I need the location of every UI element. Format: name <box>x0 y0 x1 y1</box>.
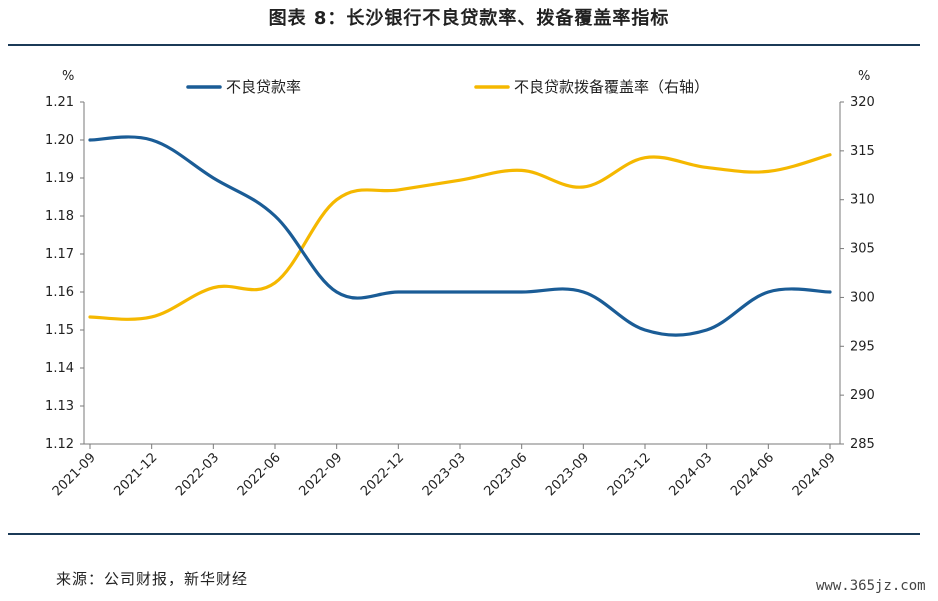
watermark: www.365jz.com <box>816 578 926 594</box>
x-tick-label: 2024-09 <box>790 450 839 499</box>
x-tick-label: 2023-06 <box>481 450 530 499</box>
left-tick-label: 1.20 <box>45 133 74 148</box>
left-tick-label: 1.18 <box>45 209 74 224</box>
bottom-divider <box>8 533 920 535</box>
x-tick-label: 2023-09 <box>543 450 592 499</box>
right-tick-label: 300 <box>850 290 875 305</box>
left-tick-label: 1.17 <box>45 247 74 262</box>
x-tick-label: 2021-09 <box>50 450 99 499</box>
right-tick-label: 290 <box>850 388 875 403</box>
x-tick-label: 2021-12 <box>111 450 160 499</box>
legend-label: 不良贷款拨备覆盖率（右轴） <box>514 78 709 96</box>
left-tick-label: 1.14 <box>45 361 74 376</box>
x-tick-label: 2022-03 <box>173 450 222 499</box>
right-tick-label: 305 <box>850 242 875 257</box>
x-tick-label: 2023-12 <box>605 450 654 499</box>
left-tick-label: 1.12 <box>45 437 74 452</box>
left-tick-label: 1.19 <box>45 171 74 186</box>
source-note: 来源：公司财报，新华财经 <box>56 570 249 588</box>
right-tick-label: 320 <box>850 95 875 110</box>
right-tick-label: 295 <box>850 339 875 354</box>
top-divider <box>8 44 920 46</box>
axes-layer: % % 1.12 1.13 1.14 1.15 1.16 1.17 1.18 1.19 1.20 1.… <box>45 69 875 499</box>
right-tick-label: 285 <box>850 437 875 452</box>
left-tick-label: 1.15 <box>45 323 74 338</box>
x-tick-label: 2023-03 <box>420 450 469 499</box>
x-tick-label: 2022-06 <box>235 450 284 499</box>
right-unit-label: % <box>858 69 870 84</box>
right-tick-label: 315 <box>850 144 875 159</box>
x-tick-label: 2024-03 <box>666 450 715 499</box>
left-tick-label: 1.13 <box>45 399 74 414</box>
left-tick-label: 1.16 <box>45 285 74 300</box>
provision-coverage-line <box>88 153 832 321</box>
chart-title: 图表 8：长沙银行不良贷款率、拨备覆盖率指标 <box>268 8 670 29</box>
legend-label: 不良贷款率 <box>226 78 301 96</box>
left-tick-label: 1.21 <box>45 95 74 110</box>
x-tick-label: 2022-12 <box>358 450 407 499</box>
x-tick-label: 2022-09 <box>296 450 345 499</box>
series-layer <box>88 135 832 337</box>
right-tick-label: 310 <box>850 193 875 208</box>
left-unit-label: % <box>62 69 74 84</box>
npl-ratio-line <box>88 135 832 337</box>
legend: 不良贷款率 不良贷款拨备覆盖率（右轴） <box>186 78 709 96</box>
x-tick-label: 2024-06 <box>728 450 777 499</box>
